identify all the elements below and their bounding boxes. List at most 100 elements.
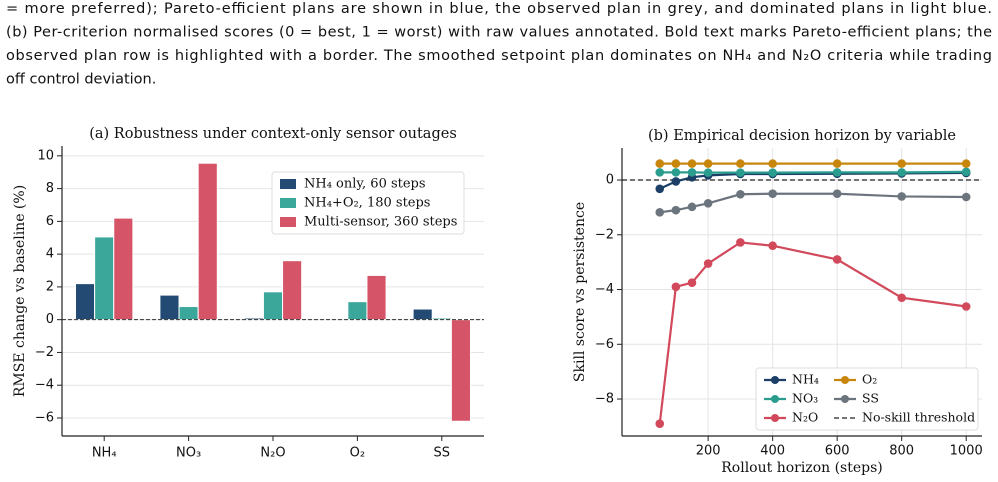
point xyxy=(671,168,681,177)
x-axis-label: Rollout horizon (steps) xyxy=(721,460,883,476)
bar xyxy=(347,301,368,321)
point xyxy=(736,168,745,177)
point xyxy=(655,419,665,428)
bar xyxy=(412,308,433,321)
caption-line: off control deviation. xyxy=(6,72,156,88)
point xyxy=(687,159,697,168)
point xyxy=(687,278,697,287)
point xyxy=(961,192,971,202)
legend-label: NH₄ xyxy=(792,372,819,387)
bar xyxy=(450,319,471,422)
point xyxy=(655,184,665,194)
point xyxy=(687,168,697,177)
x-tick-label: NO₃ xyxy=(176,446,201,461)
legend-label: NH₄ only, 60 steps xyxy=(304,177,426,192)
legend-swatch xyxy=(280,179,296,189)
y-tick-label: −6 xyxy=(595,337,614,352)
x-tick-label: 800 xyxy=(889,444,914,459)
point xyxy=(671,177,681,186)
legend-box xyxy=(755,367,979,431)
bar xyxy=(366,274,387,321)
x-tick-label: 1000 xyxy=(950,444,983,459)
legend-label: N₂O xyxy=(792,410,818,425)
bar xyxy=(178,306,199,321)
point xyxy=(897,293,906,303)
point xyxy=(897,192,906,201)
point xyxy=(768,159,777,168)
legend: NH₄ only, 60 steps NH₄+O₂, 180 steps Multi… xyxy=(271,171,465,235)
legend-marker xyxy=(841,395,849,403)
x-tick-label: 600 xyxy=(825,444,850,459)
legend-label: NO₃ xyxy=(792,391,818,406)
point xyxy=(961,302,971,311)
point xyxy=(897,168,906,177)
point xyxy=(703,199,713,208)
legend-label: SS xyxy=(862,391,879,406)
legend-swatch xyxy=(280,198,296,208)
y-tick-label: −6 xyxy=(35,410,54,425)
legend-label: O₂ xyxy=(862,372,877,387)
x-tick-label: O₂ xyxy=(350,446,365,461)
legend-swatch xyxy=(280,217,296,227)
y-tick-label: −8 xyxy=(595,392,614,407)
legend-box xyxy=(271,171,465,235)
caption-line: = more preferred); Pareto-efficient plan… xyxy=(6,1,992,17)
point xyxy=(961,159,971,168)
point xyxy=(671,205,681,215)
y-tick-label: −4 xyxy=(35,378,54,393)
bar xyxy=(262,291,284,321)
point xyxy=(832,168,842,177)
point xyxy=(736,189,745,199)
bar xyxy=(282,260,303,321)
point xyxy=(897,159,906,168)
chart-title: (b) Empirical decision horizon by variab… xyxy=(648,128,956,144)
legend-marker xyxy=(841,376,849,384)
y-tick-label: −2 xyxy=(35,345,54,360)
point xyxy=(703,168,713,177)
y-tick-label: 2 xyxy=(46,279,54,294)
x-tick-label: 400 xyxy=(760,444,785,459)
y-tick-label: 0 xyxy=(606,173,614,188)
y-tick-label: 6 xyxy=(46,214,54,229)
y-tick-label: 0 xyxy=(46,312,54,327)
point xyxy=(671,159,681,168)
point xyxy=(655,168,665,177)
point xyxy=(832,255,842,264)
x-tick-label: NH₄ xyxy=(92,446,117,461)
legend-marker xyxy=(771,395,779,403)
bar xyxy=(113,217,134,321)
point xyxy=(655,159,665,168)
x-tick-label: 200 xyxy=(696,444,721,459)
bar xyxy=(197,162,218,321)
x-tick-label: N₂O xyxy=(260,446,285,461)
point xyxy=(768,189,777,199)
point xyxy=(961,167,971,177)
y-axis-label: Skill score vs persistence xyxy=(572,202,588,382)
y-tick-label: 10 xyxy=(37,148,54,163)
point xyxy=(671,282,681,292)
caption-line: observed plan row is highlighted with a … xyxy=(6,48,992,64)
point xyxy=(832,189,842,199)
legend-marker xyxy=(771,376,779,384)
bar xyxy=(75,283,96,321)
legend-marker xyxy=(771,414,779,422)
y-tick-label: 4 xyxy=(46,247,54,262)
point xyxy=(687,202,697,212)
y-tick-label: −2 xyxy=(595,227,614,242)
caption-line: (b) Per-criterion normalised scores (0 =… xyxy=(6,25,992,41)
bar xyxy=(159,294,180,321)
point xyxy=(736,159,745,168)
point xyxy=(768,241,777,251)
x-tick-label: SS xyxy=(434,446,451,461)
point xyxy=(703,159,713,168)
point xyxy=(703,259,713,268)
point xyxy=(768,168,777,177)
point xyxy=(655,208,665,217)
legend-label: NH₄+O₂, 180 steps xyxy=(304,196,430,211)
point xyxy=(736,238,745,247)
y-axis-label: RMSE change vs baseline (%) xyxy=(12,185,28,397)
bar xyxy=(94,236,115,321)
chart-title: (a) Robustness under context-only sensor… xyxy=(89,126,457,142)
point xyxy=(832,159,842,168)
